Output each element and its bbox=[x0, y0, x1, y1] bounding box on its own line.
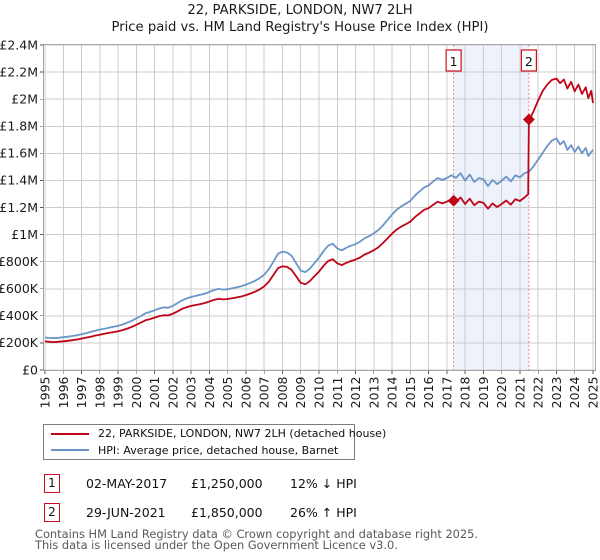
svg-text:2021: 2021 bbox=[512, 377, 527, 409]
axis-ticks bbox=[40, 44, 594, 374]
svg-text:2005: 2005 bbox=[220, 377, 235, 409]
svg-text:£2M: £2M bbox=[11, 91, 38, 106]
transaction-2-flag-label: 2 bbox=[525, 54, 533, 69]
svg-text:£200K: £200K bbox=[0, 335, 39, 350]
svg-text:1998: 1998 bbox=[92, 376, 107, 408]
svg-text:2007: 2007 bbox=[257, 377, 272, 409]
svg-text:2009: 2009 bbox=[293, 376, 308, 408]
legend-label-hpi: HPI: Average price, detached house, Barn… bbox=[98, 443, 339, 457]
svg-text:2008: 2008 bbox=[275, 376, 290, 408]
svg-text:2017: 2017 bbox=[439, 377, 454, 409]
price-line bbox=[44, 77, 594, 343]
svg-text:£2.4M: £2.4M bbox=[0, 37, 38, 52]
svg-text:2023: 2023 bbox=[549, 377, 564, 409]
y-axis-labels: £0 £200K £400K £600K £800K £1M £1.2M £1.4M £1.6M… bbox=[0, 37, 39, 377]
price-chart: 1 2 £0 £200K £400K £600K £800K £1M £1.2M £1.4M £1.… bbox=[0, 37, 600, 408]
transaction-2-date: 29-JUN-2021 bbox=[86, 505, 166, 520]
hpi-line bbox=[44, 137, 594, 340]
svg-text:2019: 2019 bbox=[476, 376, 491, 408]
transaction-2-hpi-delta: 26% ↑ HPI bbox=[290, 505, 357, 520]
page-subtitle: Price paid vs. HM Land Registry's House … bbox=[111, 20, 489, 35]
svg-text:£1M: £1M bbox=[11, 227, 38, 242]
svg-text:2006: 2006 bbox=[238, 376, 253, 408]
svg-text:2003: 2003 bbox=[184, 377, 199, 409]
svg-text:£1.6M: £1.6M bbox=[0, 146, 38, 161]
transaction-1-marker bbox=[447, 194, 460, 207]
footer-line-1: Contains HM Land Registry data © Crown c… bbox=[35, 527, 479, 541]
svg-text:£400K: £400K bbox=[0, 308, 39, 323]
svg-text:2000: 2000 bbox=[129, 376, 144, 408]
svg-text:2010: 2010 bbox=[312, 376, 327, 408]
svg-text:2011: 2011 bbox=[330, 377, 345, 409]
transaction-row-2: 2 29-JUN-2021 £1,850,000 26% ↑ HPI bbox=[0, 503, 600, 522]
svg-text:1999: 1999 bbox=[111, 376, 126, 408]
svg-text:2018: 2018 bbox=[458, 376, 473, 408]
transaction-1-hpi-delta: 12% ↓ HPI bbox=[290, 476, 357, 491]
transaction-2-price: £1,850,000 bbox=[191, 505, 263, 520]
svg-text:£0: £0 bbox=[22, 362, 38, 377]
svg-text:£2.2M: £2.2M bbox=[0, 64, 38, 79]
svg-text:2002: 2002 bbox=[165, 377, 180, 409]
svg-text:2024: 2024 bbox=[567, 376, 582, 408]
transaction-1-date: 02-MAY-2017 bbox=[86, 476, 168, 491]
transaction-2-number-box: 2 bbox=[44, 503, 60, 522]
svg-text:£800K: £800K bbox=[0, 254, 39, 269]
legend-label-price: 22, PARKSIDE, LONDON, NW7 2LH (detached … bbox=[98, 427, 387, 441]
svg-text:£1.4M: £1.4M bbox=[0, 173, 38, 188]
svg-text:1996: 1996 bbox=[56, 376, 71, 408]
hpi-line-swatch bbox=[51, 449, 89, 452]
svg-text:1995: 1995 bbox=[38, 377, 53, 409]
svg-text:2015: 2015 bbox=[403, 377, 418, 409]
copyright-footer: Contains HM Land Registry data © Crown c… bbox=[35, 527, 479, 552]
footer-line-2: This data is licensed under the Open Gov… bbox=[35, 537, 398, 552]
svg-text:2020: 2020 bbox=[494, 376, 509, 408]
svg-text:£1.8M: £1.8M bbox=[0, 119, 38, 134]
svg-text:2012: 2012 bbox=[348, 377, 363, 409]
svg-text:2001: 2001 bbox=[147, 377, 162, 409]
chart-legend: 22, PARKSIDE, LONDON, NW7 2LH (detached … bbox=[43, 424, 386, 460]
svg-text:2004: 2004 bbox=[202, 376, 217, 408]
transaction-1-price: £1,250,000 bbox=[191, 476, 263, 491]
transaction-1-flag-label: 1 bbox=[450, 54, 458, 69]
svg-text:1997: 1997 bbox=[74, 377, 89, 409]
x-axis-labels: 1995 1996 1997 1998 1999 2000 2001 2002 2003 2004… bbox=[38, 376, 600, 408]
transaction-2-flag-box bbox=[520, 49, 537, 72]
svg-text:2016: 2016 bbox=[421, 376, 436, 408]
svg-text:2013: 2013 bbox=[366, 377, 381, 409]
legend-item-price: 22, PARKSIDE, LONDON, NW7 2LH (detached … bbox=[44, 427, 386, 441]
transaction-1-number-box: 1 bbox=[44, 474, 60, 493]
svg-text:2022: 2022 bbox=[531, 377, 546, 409]
page-title: 22, PARKSIDE, LONDON, NW7 2LH bbox=[187, 3, 413, 18]
transaction-1-flag-box bbox=[445, 49, 462, 72]
price-line-swatch bbox=[51, 432, 89, 435]
transaction-2-marker bbox=[522, 113, 535, 126]
transaction-row-1: 1 02-MAY-2017 £1,250,000 12% ↓ HPI bbox=[0, 474, 600, 493]
svg-text:2025: 2025 bbox=[586, 377, 600, 409]
svg-text:£1.2M: £1.2M bbox=[0, 200, 38, 215]
svg-text:£600K: £600K bbox=[0, 281, 39, 296]
svg-text:2014: 2014 bbox=[385, 376, 400, 408]
legend-item-hpi: HPI: Average price, detached house, Barn… bbox=[44, 444, 354, 458]
